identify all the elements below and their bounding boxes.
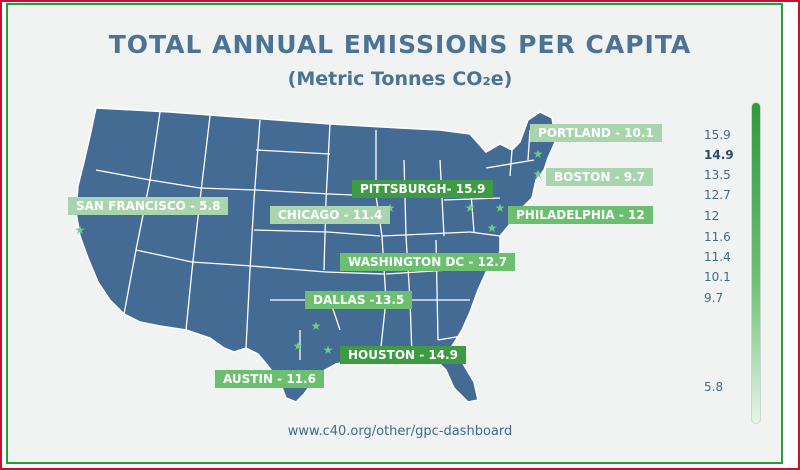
city-label: PORTLAND - 10.1 bbox=[530, 124, 662, 142]
city-label: BOSTON - 9.7 bbox=[546, 168, 654, 186]
city-label: PHILADELPHIA - 12 bbox=[508, 206, 653, 224]
city-label: DALLAS -13.5 bbox=[305, 291, 413, 309]
chart-subtitle: (Metric Tonnes CO₂e) bbox=[287, 68, 513, 90]
city-star-icon: ★ bbox=[311, 319, 322, 333]
city-label: HOUSTON - 14.9 bbox=[340, 346, 467, 364]
city-label: WASHINGTON DC - 12.7 bbox=[340, 253, 516, 271]
city-star-icon: ★ bbox=[487, 221, 498, 235]
scale-tick: 15.9 bbox=[704, 128, 731, 142]
scale-tick: 12.7 bbox=[704, 188, 731, 202]
city-star-icon: ★ bbox=[533, 147, 544, 161]
scale-tick: 11.6 bbox=[704, 230, 731, 244]
city-label: AUSTIN - 11.6 bbox=[215, 370, 324, 388]
city-star-icon: ★ bbox=[495, 201, 506, 215]
city-star-icon: ★ bbox=[465, 201, 476, 215]
scale-bar bbox=[751, 102, 761, 424]
city-star-icon: ★ bbox=[323, 343, 334, 357]
scale-tick: 10.1 bbox=[704, 270, 731, 284]
chart-title: TOTAL ANNUAL EMISSIONS PER CAPITA bbox=[108, 30, 692, 59]
city-label: CHICAGO - 11.4 bbox=[270, 206, 391, 224]
scale-tick: 5.8 bbox=[704, 380, 724, 394]
city-star-icon: ★ bbox=[75, 223, 86, 237]
scale-tick: 12 bbox=[704, 209, 720, 223]
scale-tick: 13.5 bbox=[704, 168, 731, 182]
city-star-icon: ★ bbox=[293, 339, 304, 353]
scale-tick: 9.7 bbox=[704, 291, 724, 305]
state-borders bbox=[95, 111, 535, 360]
scale-tick: 11.4 bbox=[704, 250, 731, 264]
city-star-icon: ★ bbox=[533, 167, 544, 181]
city-label: PITTSBURGH- 15.9 bbox=[352, 180, 494, 198]
city-label: SAN FRANCISCO - 5.8 bbox=[68, 197, 229, 215]
source-url: www.c40.org/other/gpc-dashboard bbox=[287, 424, 513, 439]
scale-tick: 14.9 bbox=[704, 148, 734, 162]
